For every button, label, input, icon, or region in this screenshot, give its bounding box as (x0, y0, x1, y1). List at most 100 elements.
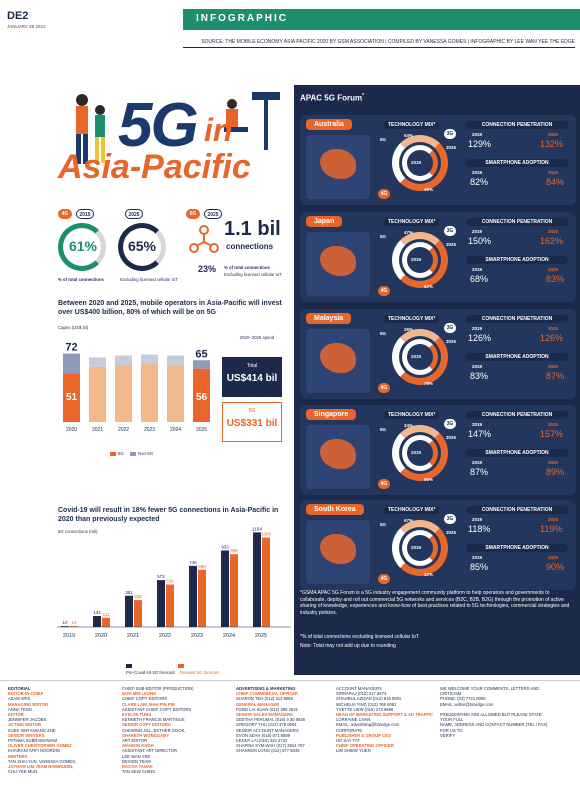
tech-mix-2025-australia: 2025 (446, 145, 457, 150)
badge-5g-2025: 2025 (204, 209, 222, 219)
conn-pen-2019-singapore: 147% (468, 429, 492, 439)
smartphone-2025-australia: 84% (546, 177, 565, 187)
country-shape-japan (320, 246, 356, 276)
footer-line: PUBLISHER & GROUP CEO (336, 732, 392, 738)
footer-line: KENNY LAI (016) 324 2722 (236, 738, 288, 744)
capex-bar-5g-2021 (89, 366, 106, 422)
smartphone-label-japan: SMARTPHONE ADOPTION (466, 256, 568, 264)
conn-pen-2025-label-malaysia: 2025 (548, 326, 559, 331)
tech-mix-2019-singapore: 2019 (411, 450, 422, 455)
footer-line: SHAFINA SYM-WAH (017) 2814 767 (236, 743, 305, 749)
footer-line: CHIEF COMMERCIAL OFFICER (236, 691, 299, 697)
covid-tick-2023: 2023 (191, 633, 203, 639)
capex-chart: 2020 2021 2022 2023 2024 2025 72 65 51 56 (63, 342, 210, 433)
tech-mix-inner-ring-malaysia (402, 339, 438, 375)
footer-line: ASSISTANT CHIEF COPY EDITORS (122, 706, 192, 712)
country-name-malaysia: Malaysia (306, 313, 352, 324)
tech-mix-5g-badge-south-korea: 5G (380, 522, 387, 527)
country-shape-singapore (320, 439, 356, 469)
tech-mix-4g-pct-singapore: 34% (404, 423, 414, 428)
page-code-block (0, 0, 34, 36)
covid-label-pre-2019: 10 (62, 620, 68, 625)
footer-line: CHEWING JILL, ESTHER GOOK, (122, 727, 186, 733)
covid-label-pre-2022: 572 (157, 574, 165, 579)
legend-5g: 5G (118, 451, 124, 456)
smartphone-2025-label-south-korea: 2025 (548, 555, 559, 560)
footer-line: DESIGN TEAM (122, 758, 151, 764)
conn-pen-2019-south-korea: 118% (468, 524, 491, 534)
smartphone-2025-label-japan: 2025 (548, 267, 559, 272)
footer-line: LEE WAN YEE (122, 753, 151, 759)
total-label: Total (246, 363, 258, 369)
capex-bar-non5g-2021 (89, 357, 106, 367)
conn-pen-2019-label-japan: 2019 (472, 229, 483, 234)
footer-line: JENNIFER JACOBS (8, 717, 47, 723)
footer-line: EMAIL: advertising@bizedge.com (336, 722, 400, 728)
covid-label-revised-2023: 698 (198, 564, 206, 569)
footer-line: ADVERTISING & MARKETING (236, 686, 296, 691)
legend-non5g-swatch (130, 452, 136, 456)
footer-column-c1: EDITORIAL EDITOR-IN-CHIEF AZAM ARIS MANAGIN… (8, 686, 118, 774)
capex-label-bot-2020: 51 (66, 392, 78, 403)
capex-bar-non5g-2020 (63, 353, 80, 374)
covid-bar-revised-2020 (102, 617, 110, 627)
footer-column-c2: CHIEF SUB-EDITOR (PRODUCTION) GOH MIN LEO… (122, 686, 232, 774)
total-box (222, 357, 282, 397)
footer-line: ASSISTANT ART DIRECTOR (122, 748, 177, 754)
pct-4g-2025: 65% (127, 238, 157, 254)
tech-mix-5g-pct-south-korea: 32% (424, 572, 434, 577)
smartphone-2019-label-south-korea: 2019 (472, 555, 483, 560)
covid-label-revised-2025: 1090 (261, 532, 272, 537)
capex-bar-non5g-2023 (141, 354, 158, 365)
covid-bar-pre-2022 (157, 580, 165, 627)
conn-pen-2019-label-malaysia: 2019 (472, 326, 483, 331)
tech-mix-inner-ring-singapore (402, 435, 438, 471)
forum-note3: Note: Total may not add up due to roundi… (300, 643, 396, 649)
footer-line: PSEUDONYMS ARE ALLOWED BUT PLEASE STATE … (440, 712, 542, 723)
footer-line: FONG LAI KUAN (012) 386 2631 (236, 706, 298, 712)
capex-tick-2020: 2020 (66, 427, 77, 433)
network-icon (189, 225, 219, 253)
5g-box (222, 402, 282, 442)
covid-label-pre-2024: 933 (221, 544, 229, 549)
tech-mix-4g-badge-malaysia: 4G (378, 383, 390, 393)
smartphone-2019-label-australia: 2019 (472, 170, 483, 175)
conn-pen-2019-label-australia: 2019 (472, 132, 483, 137)
smartphone-2025-malaysia: 87% (546, 371, 565, 381)
smartphone-2025-label-australia: 2025 (548, 170, 559, 175)
conn-pen-2025-south-korea: 119% (540, 524, 563, 534)
smartphone-2019-label-malaysia: 2019 (472, 364, 483, 369)
country-name-japan: Japan (306, 216, 343, 227)
conn-pen-2025-label-singapore: 2025 (548, 422, 559, 427)
tech-mix-2019-japan: 2019 (411, 257, 422, 262)
footer-line: CHIEF COPY EDITORS (122, 696, 168, 702)
tech-mix-2019-south-korea: 2019 (411, 545, 422, 550)
tech-mix-4g-badge-australia: 4G (378, 189, 390, 199)
covid-title: Covid-19 will result in 18% fewer 5G con… (58, 507, 279, 523)
conn-pen-2025-australia: 132% (540, 139, 564, 149)
capex-label-top-2020: 72 (65, 342, 77, 354)
footer-line: WE WELCOME YOUR COMMENTS, LETTERS AND CR… (440, 686, 540, 697)
country-name-south-korea: South Korea (306, 504, 364, 515)
tech-mix-2019-malaysia: 2019 (411, 354, 422, 359)
covid-tick-2021: 2021 (127, 633, 139, 639)
tech-mix-2025-south-korea: 2025 (446, 530, 457, 535)
footer-line: TAN SEW CHING (122, 769, 156, 775)
tech-mix-2025-singapore: 2025 (446, 435, 457, 440)
pct-4g-2019: 61% (68, 238, 98, 254)
capex-bar-5g-2020 (63, 373, 80, 422)
footer-line: CHIEF OPERATING OFFICER (336, 743, 394, 749)
footer-line: CLARE LAM, MAH PIN PIN (122, 701, 175, 707)
forum-title: APAC 5G Forum* (300, 93, 365, 103)
footer (0, 680, 580, 811)
footer-line: WRITERS (8, 753, 28, 759)
footer-line: CHIEF SUB-EDITOR (PRODUCTION) (122, 686, 194, 691)
conn-pen-2025-label-south-korea: 2025 (548, 517, 559, 522)
footer-line: MANAGING EDITOR (8, 701, 49, 707)
smartphone-2025-south-korea: 90% (546, 562, 565, 572)
footer-line: EDITOR-IN-CHIEF (8, 691, 44, 697)
caption-total-connections: % of total connections (58, 277, 104, 282)
footer-column-c3: ADVERTISING & MARKETING CHIEF COMMERCIAL … (236, 686, 346, 754)
country-name-singapore: Singapore (306, 409, 357, 420)
capex-label: Capex (US$ bil) (58, 325, 89, 330)
